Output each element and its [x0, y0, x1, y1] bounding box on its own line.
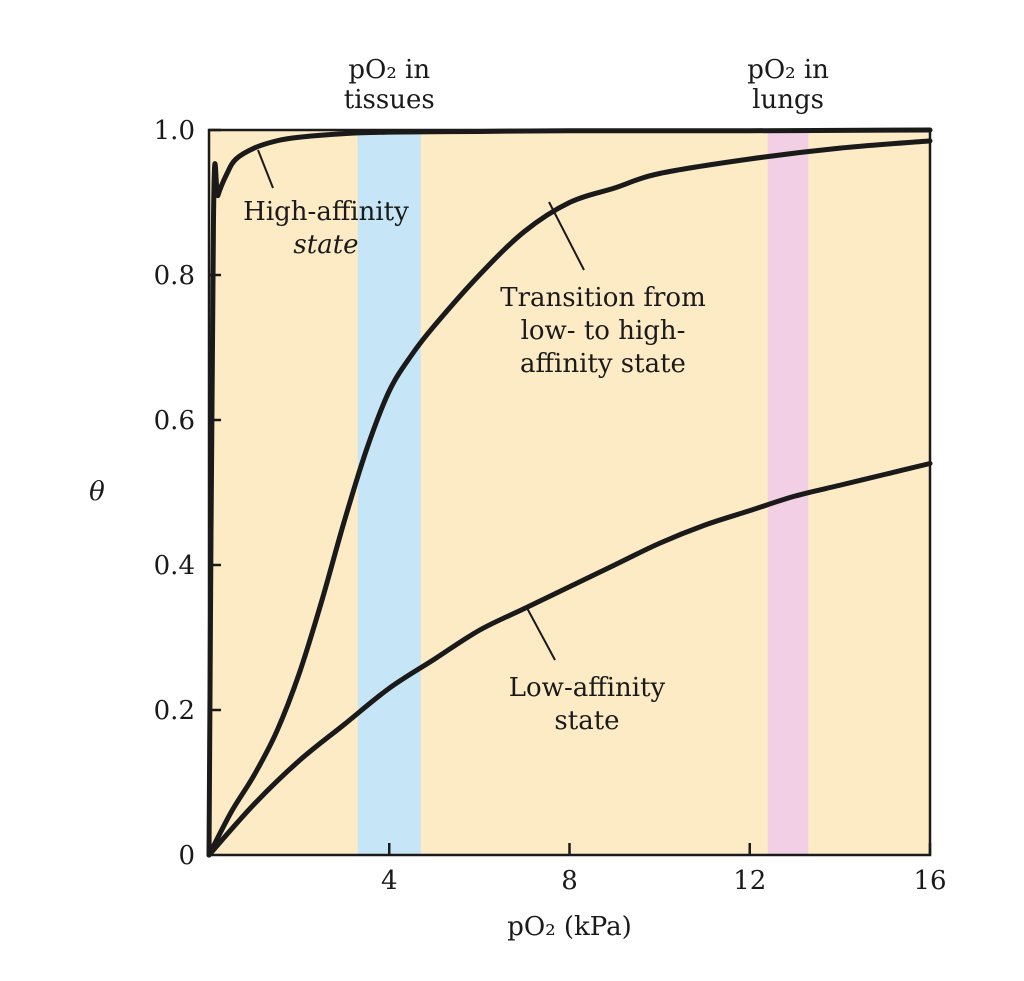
y-axis-title: θ [89, 477, 105, 507]
label-high-affinity: High-affinity state [243, 197, 409, 260]
x-tick-label: 8 [561, 866, 578, 896]
x-axis-title: pO₂ (kPa) [507, 912, 632, 942]
x-tick-label: 12 [733, 866, 766, 896]
y-tick-label: 0.6 [154, 406, 195, 436]
leader-transition [548, 201, 585, 271]
band-label-tissues: pO₂ in tissues [344, 55, 435, 115]
y-tick-label: 0.4 [154, 551, 195, 581]
label-transition: Transition from low- to high-affinity sta… [500, 283, 705, 379]
band-label-lungs: pO₂ in lungs [747, 55, 829, 115]
x-tick-label: 16 [913, 866, 946, 896]
y-tick-label: 0.8 [154, 261, 195, 291]
y-tick-label: 0 [178, 841, 195, 871]
x-tick-label: 4 [381, 866, 398, 896]
curve-low-affinity [206, 461, 933, 858]
leader-low-affinity [526, 607, 556, 661]
leader-high-affinity [257, 149, 274, 189]
y-tick-label: 1.0 [154, 116, 195, 146]
label-low-affinity: Low-affinity state [509, 673, 666, 736]
band-tissues [357, 130, 421, 855]
curve-transition [206, 138, 933, 858]
y-tick-label: 0.2 [154, 696, 195, 726]
